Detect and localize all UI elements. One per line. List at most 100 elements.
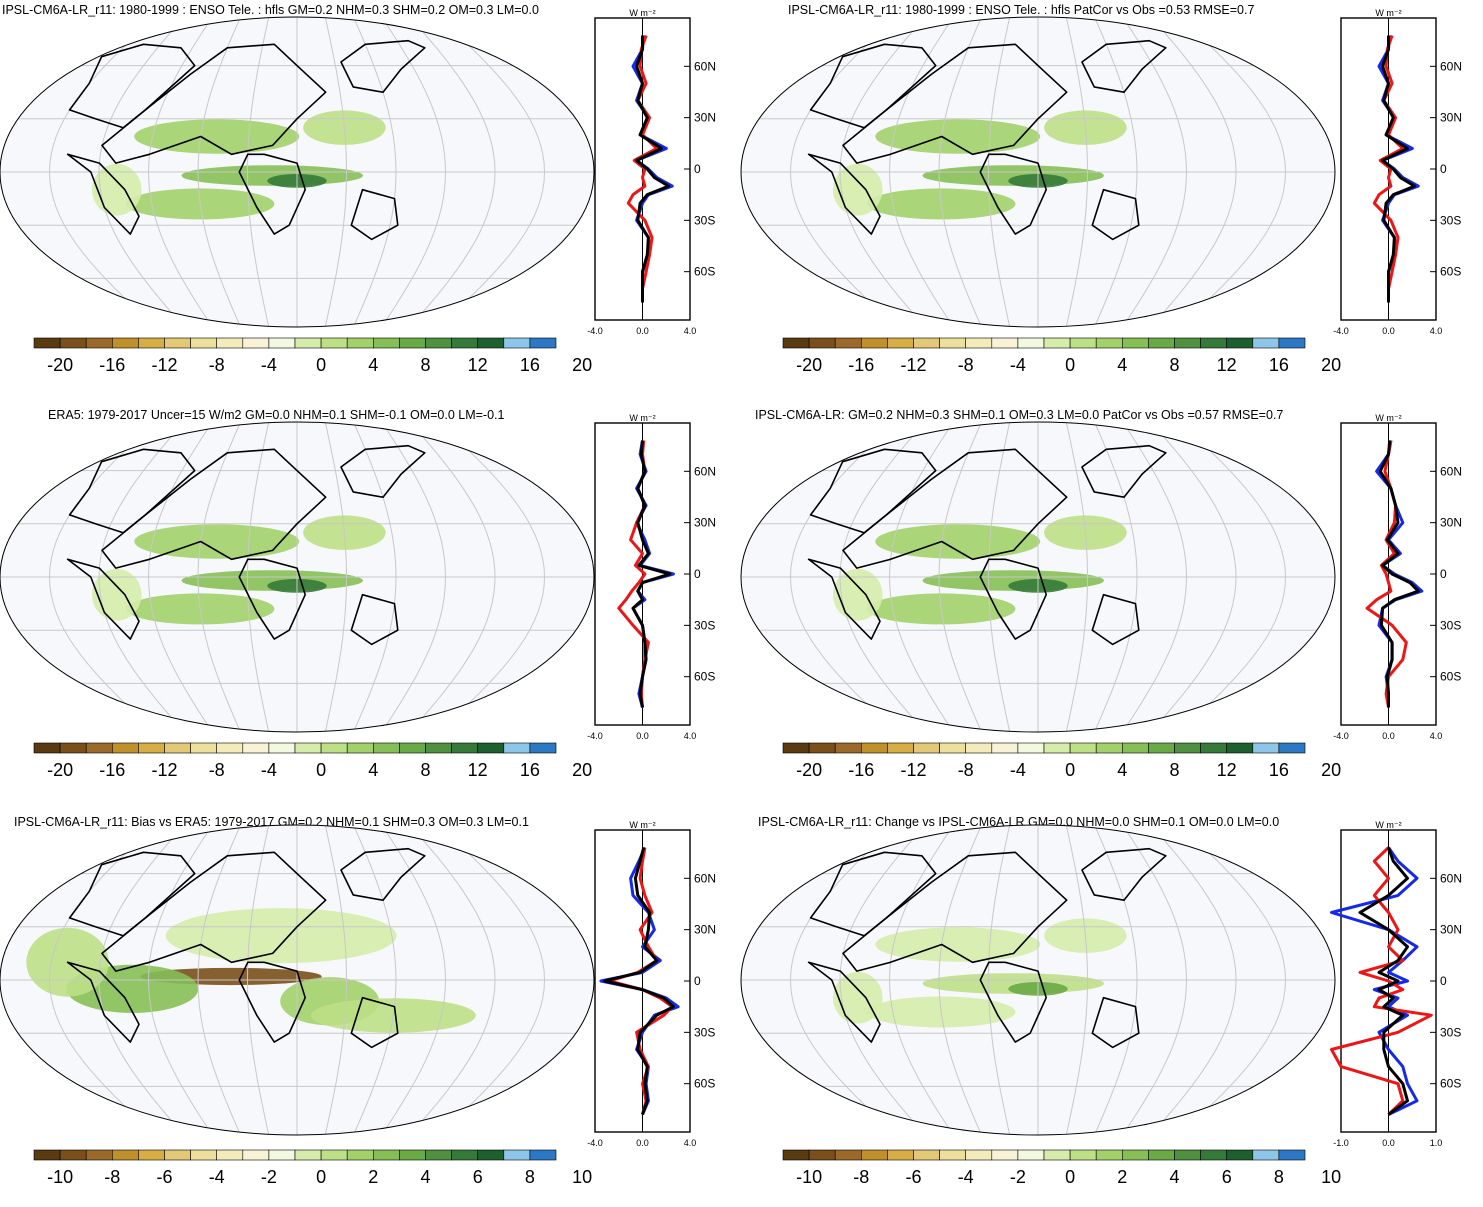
colorbar-tick-label: -4 xyxy=(1010,760,1026,780)
zonal-line-black xyxy=(603,847,675,1115)
map-border xyxy=(0,824,595,1136)
zonal-line-black xyxy=(1358,847,1409,1116)
coastline xyxy=(66,558,140,640)
panel-title: ERA5: 1979-2017 Uncer=15 W/m2 GM=0.0 NHM… xyxy=(48,408,505,422)
x-tick-label: -4.0 xyxy=(1333,326,1349,336)
colorbar-tick-label: 4 xyxy=(420,1167,430,1187)
x-tick-label: 0.0 xyxy=(636,731,649,741)
colorbar-box xyxy=(372,1149,400,1161)
colorbar-box xyxy=(372,742,400,754)
colorbar-box xyxy=(1121,1149,1149,1161)
x-tick-label: -4.0 xyxy=(587,326,603,336)
panel-5: IPSL-CM6A-LR_r11: Bias vs ERA5: 1979-201… xyxy=(0,812,741,1207)
lat-tick-label: 30N xyxy=(694,111,716,125)
colorbar-tick-label: 12 xyxy=(468,760,488,780)
colorbar-tick-label: 16 xyxy=(1269,760,1289,780)
colorbar-box xyxy=(861,742,888,754)
graticule-line xyxy=(405,17,496,327)
lat-tick-label: 30N xyxy=(694,516,716,530)
colorbar-box xyxy=(477,337,505,349)
colorbar-box xyxy=(346,742,374,754)
coastline xyxy=(350,188,399,241)
colorbar-box xyxy=(1069,742,1097,754)
coastline xyxy=(238,153,306,235)
colorbar-box xyxy=(216,742,244,754)
colorbar-box xyxy=(529,337,557,349)
lat-tick-label: 60N xyxy=(694,59,716,73)
panel-title: IPSL-CM6A-LR_r11: 1980-1999 : ENSO Tele.… xyxy=(788,3,1255,17)
colorbar-tick-label: -4 xyxy=(1010,355,1026,375)
colorbar-tick-label: -4 xyxy=(958,1167,974,1187)
graticule-line xyxy=(1064,17,1089,327)
x-tick-label: 0.0 xyxy=(636,1138,649,1148)
colorbar-tick-label: -16 xyxy=(99,355,125,375)
colorbar-box xyxy=(138,1149,165,1161)
coastline xyxy=(807,558,881,640)
colorbar-tick-label: 4 xyxy=(1117,760,1127,780)
colorbar-tick-label: 4 xyxy=(1169,1167,1179,1187)
map-anomaly xyxy=(91,163,142,216)
colorbar: -20 -16 -12 -8 -4 0 4 8 12 16 20 xyxy=(782,337,1341,375)
graticule-line xyxy=(1119,17,1188,327)
colorbar-box xyxy=(190,1149,218,1161)
colorbar-box xyxy=(1017,1149,1045,1161)
graticule-line xyxy=(1119,422,1188,732)
lat-tick-label: 60N xyxy=(694,464,716,478)
panel-title: IPSL-CM6A-LR_r11: Change vs IPSL-CM6A-LR… xyxy=(758,815,1280,829)
zonal-line-black xyxy=(631,440,672,708)
graticule-line xyxy=(789,422,903,732)
colorbar-box xyxy=(1095,1149,1123,1161)
colorbar-box xyxy=(887,1149,914,1161)
colorbar-tick-label: 8 xyxy=(420,355,430,375)
graticule-line xyxy=(1091,17,1138,327)
graticule-line xyxy=(1146,17,1237,327)
coastline xyxy=(350,996,399,1049)
graticule-line xyxy=(350,825,397,1135)
world-map xyxy=(0,421,595,733)
colorbar-box xyxy=(913,742,940,754)
coastline xyxy=(842,43,1068,164)
colorbar-box xyxy=(190,337,218,349)
colorbar-tick-label: -12 xyxy=(151,760,177,780)
panel-4: IPSL-CM6A-LR: GM=0.2 NHM=0.3 SHM=0.1 OM=… xyxy=(740,405,1482,800)
colorbar-box xyxy=(1174,1149,1201,1161)
x-tick-label: 0.0 xyxy=(1382,1138,1395,1148)
colorbar-tick-label: 8 xyxy=(420,760,430,780)
x-tick-label: -1.0 xyxy=(1333,1138,1349,1148)
graticule-line xyxy=(246,825,271,1135)
map-anomaly xyxy=(165,908,397,964)
colorbar-tick-label: 16 xyxy=(520,355,540,375)
zonal-line-red xyxy=(1372,35,1405,303)
colorbar-box xyxy=(1017,337,1045,349)
colorbar-box xyxy=(808,1149,836,1161)
coastline xyxy=(979,961,1047,1043)
colorbar-box xyxy=(477,1149,505,1161)
colorbar-box xyxy=(190,742,218,754)
colorbar-box xyxy=(294,337,322,349)
graticule-line xyxy=(938,422,985,732)
graticule-line xyxy=(98,422,189,732)
colorbar-box xyxy=(1121,742,1149,754)
world-map xyxy=(740,824,1336,1136)
colorbar-tick-label: 4 xyxy=(368,355,378,375)
colorbar-box xyxy=(1043,337,1071,349)
colorbar-tick-label: -6 xyxy=(156,1167,172,1187)
graticule-line xyxy=(1146,825,1237,1135)
colorbar-tick-label: 8 xyxy=(1274,1167,1284,1187)
map-anomaly xyxy=(134,524,300,559)
colorbar-box xyxy=(965,1149,993,1161)
panel-1: IPSL-CM6A-LR_r11: 1980-1999 : ENSO Tele.… xyxy=(0,0,741,395)
graticule-line xyxy=(197,17,244,327)
colorbar-tick-label: -4 xyxy=(261,355,277,375)
colorbar-box xyxy=(425,337,452,349)
colorbar-box xyxy=(782,1149,810,1161)
colorbar-box xyxy=(1226,337,1254,349)
graticule-line xyxy=(323,17,348,327)
colorbar-box xyxy=(1174,337,1201,349)
colorbar-box xyxy=(1252,1149,1280,1161)
coastline xyxy=(101,43,327,164)
map-anomaly xyxy=(875,927,1041,962)
colorbar-box xyxy=(216,1149,244,1161)
graticule-line xyxy=(1119,825,1188,1135)
lat-tick-label: 0 xyxy=(1440,567,1447,581)
